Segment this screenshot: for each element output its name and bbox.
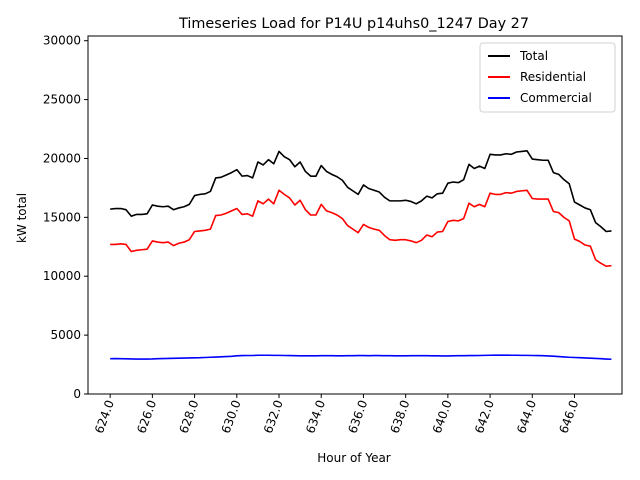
chart-title: Timeseries Load for P14U p14uhs0_1247 Da… — [178, 16, 529, 32]
y-tick-label: 0 — [73, 387, 81, 401]
y-tick-label: 10000 — [43, 269, 81, 283]
y-tick-label: 30000 — [43, 34, 81, 48]
legend-label-commercial: Commercial — [520, 91, 592, 105]
y-tick-label: 20000 — [43, 151, 81, 165]
series-line-total — [110, 150, 612, 233]
y-tick-label: 15000 — [43, 210, 81, 224]
legend-label-residential: Residential — [520, 70, 586, 84]
plot-frame — [87, 35, 623, 395]
y-tick-label: 25000 — [43, 93, 81, 107]
legend: Total Residential Commercial — [479, 42, 616, 113]
y-axis-label: kW total — [15, 193, 29, 243]
series-line-commercial — [110, 354, 612, 361]
legend-label-total: Total — [519, 49, 548, 63]
x-axis-label: Hour of Year — [317, 451, 391, 465]
series-layer — [110, 150, 612, 361]
y-tick-label: 5000 — [50, 328, 81, 342]
legend-box — [479, 42, 616, 113]
series-line-residential — [110, 189, 612, 268]
